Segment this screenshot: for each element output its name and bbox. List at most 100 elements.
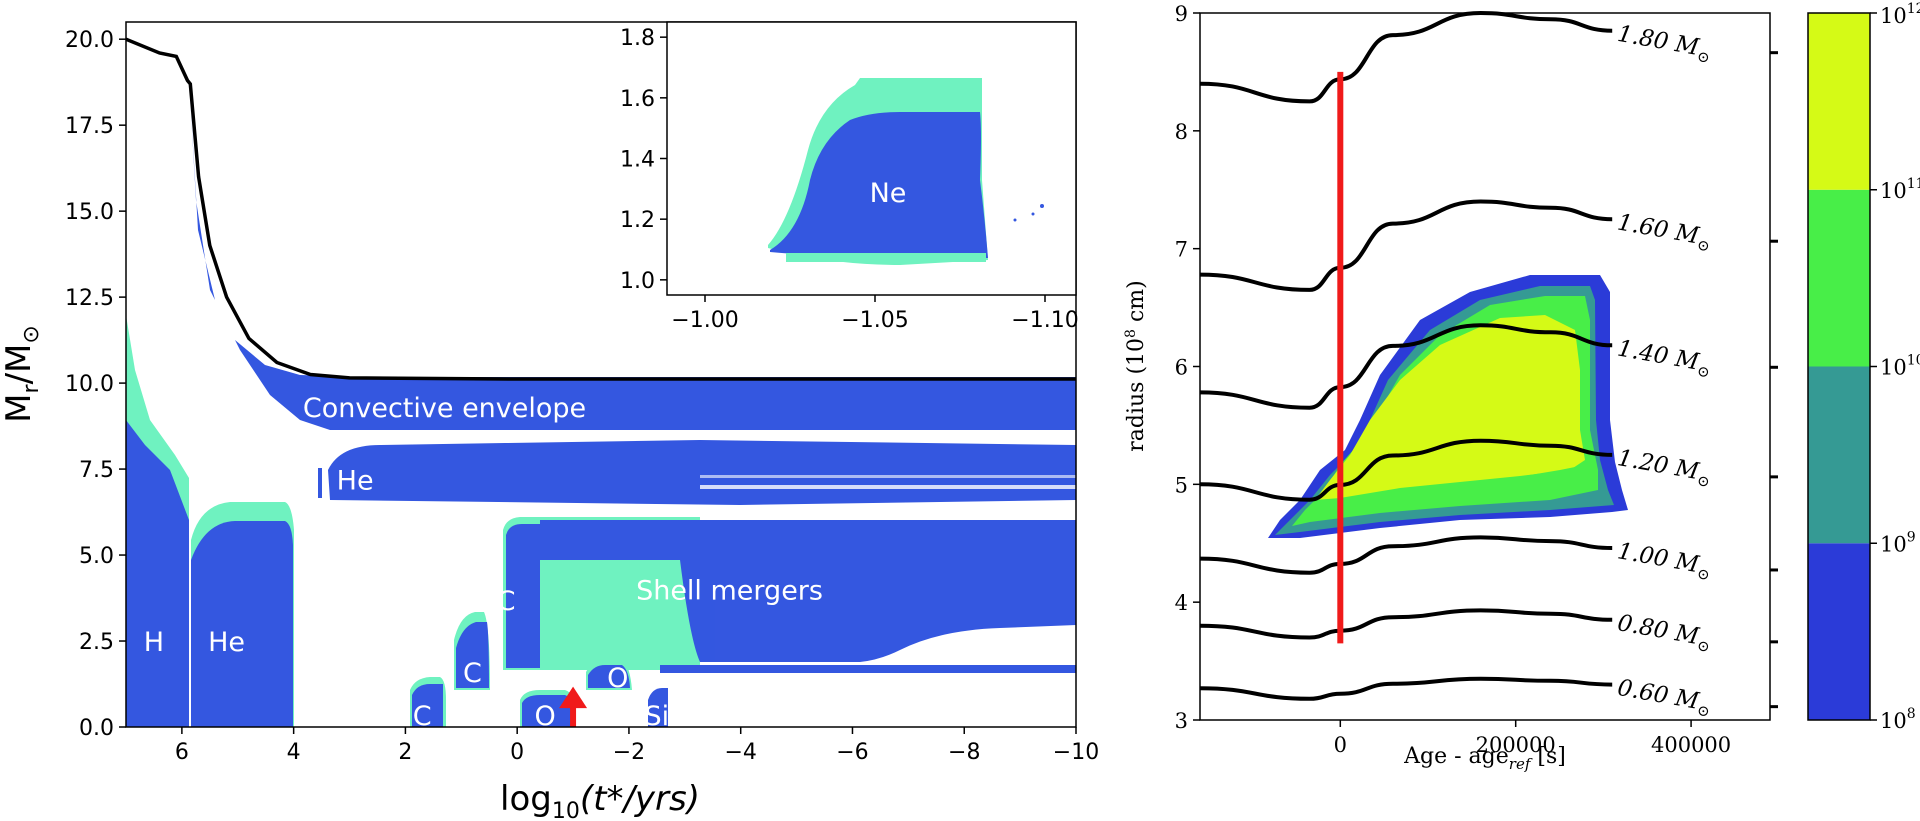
left-y-ticks: 0.0 2.5 5.0 7.5 10.0 12.5 15.0 17.5 20.0 — [65, 28, 126, 741]
region-label: C — [497, 586, 516, 617]
mass-coordinate-curve — [1199, 199, 1613, 292]
mass-coordinate-label: 1.00 M⊙ — [1615, 538, 1713, 584]
left-x-tick-label: 6 — [175, 740, 189, 765]
mass-coordinate-label: 1.20 M⊙ — [1615, 445, 1713, 491]
mass-value: 0.80 — [1615, 610, 1677, 646]
convective-envelope-region — [189, 78, 1076, 430]
he-shell-region — [328, 440, 1076, 505]
left-x-tick-label: 4 — [287, 740, 301, 765]
colorbar-base: 10 — [1880, 356, 1907, 380]
right-ylabel-main: radius (10 — [1124, 338, 1149, 452]
right-y-tick-label: 6 — [1175, 356, 1188, 380]
left-xlabel-prefix: log — [500, 779, 552, 819]
mass-value: 1.00 — [1615, 538, 1677, 574]
region-label: Si — [645, 701, 670, 732]
mass-coordinate-curve — [1199, 10, 1613, 104]
he-core-region — [191, 521, 293, 727]
c-shell-region — [506, 524, 540, 668]
inset-speck — [1013, 218, 1017, 222]
right-x-tick-label: 200000 — [1476, 733, 1556, 757]
right-xlabel-unit: [s] — [1530, 744, 1565, 769]
left-y-tick-label: 5.0 — [79, 544, 114, 569]
region-label: H — [144, 627, 164, 658]
mass-unit-sub: ⊙ — [1696, 362, 1712, 382]
colorbar-tick-label: 109 — [1880, 529, 1916, 556]
left-x-ticks: 6 4 2 0 −2 −4 −6 −8 −10 — [175, 727, 1099, 765]
inset-lower-band — [786, 253, 986, 262]
colorbar-segment — [1808, 189, 1870, 367]
mass-unit-sub: ⊙ — [1696, 47, 1712, 67]
region-label: O — [607, 663, 628, 694]
right-xlabel-main: Age - age — [1403, 744, 1509, 769]
si-shell-region — [648, 688, 668, 727]
right-ylabel-unit: cm) — [1124, 280, 1149, 329]
region-label: C — [463, 658, 482, 689]
right-x-tick-label: 0 — [1334, 733, 1347, 757]
colorbar-exponent: 12 — [1907, 1, 1920, 17]
c-shell-mid-region — [456, 622, 489, 688]
right-ylabel-sup: 8 — [1123, 329, 1139, 338]
inset-x-ticks: −1.00 −1.05 −1.10 — [671, 295, 1079, 333]
mass-unit-sub: ⊙ — [1696, 564, 1712, 584]
inset-y-tick-label: 1.0 — [620, 269, 655, 294]
left-y-tick-label: 15.0 — [65, 200, 114, 225]
mass-coordinate-label: 0.80 M⊙ — [1615, 610, 1713, 656]
left-y-tick-label: 20.0 — [65, 28, 114, 53]
right-panel: 1.80 M⊙ 1.60 M⊙ 1.40 M⊙ 1.20 M⊙ 1.00 M⊙ 0.80 … — [1123, 1, 1920, 773]
region-label: He — [337, 465, 374, 496]
right-y-tick-label: 8 — [1175, 120, 1188, 144]
right-y-tick-label: 3 — [1175, 709, 1188, 733]
left-y-tick-label: 7.5 — [79, 458, 114, 483]
colorbar-tick-label: 1012 — [1880, 1, 1920, 28]
mass-value: 1.40 — [1615, 336, 1677, 372]
inset-x-tick-label: −1.10 — [1011, 308, 1078, 333]
mass-coordinate-label: 1.60 M⊙ — [1615, 210, 1713, 256]
mass-coordinate-curve — [1199, 535, 1613, 575]
left-y-tick-label: 2.5 — [79, 630, 114, 655]
colorbar-exponent: 9 — [1907, 529, 1916, 545]
right-x-ticks: 0 200000 400000 — [1334, 720, 1731, 757]
left-panel: 6 4 2 0 −2 −4 −6 −8 −10 0.0 2.5 5.0 7.5 10.0 12.5 15.0… — [0, 21, 1099, 821]
left-ylabel-main: M — [0, 393, 39, 422]
inset-speck — [1031, 212, 1035, 216]
right-y-tick-label: 9 — [1175, 2, 1188, 26]
inset-ne-region — [770, 112, 988, 258]
h-core-region — [126, 420, 189, 727]
red-arrow-marker — [559, 686, 588, 727]
inset-speck — [1040, 204, 1044, 208]
right-x-tick-label: 400000 — [1651, 733, 1731, 757]
inset-region-label: Ne — [870, 178, 907, 209]
left-axes-frame — [125, 21, 1077, 728]
inset-y-tick-label: 1.4 — [620, 148, 655, 173]
mass-unit-sub: ⊙ — [1696, 236, 1712, 256]
o-shell-upper-region — [588, 665, 630, 688]
convective-regions — [126, 78, 1076, 727]
mass-coordinate-curve — [1199, 438, 1613, 502]
colorbar-tick-label: 108 — [1880, 706, 1916, 733]
right-y-ticks: 3 4 5 6 7 8 9 — [1175, 2, 1200, 733]
region-label: C — [413, 701, 432, 732]
left-ylabel-sub1: r — [19, 383, 44, 393]
o-shell-region — [522, 695, 573, 727]
left-y-tick-label: 12.5 — [65, 286, 114, 311]
colorbar-base: 10 — [1880, 532, 1907, 556]
colorbar-tick-label: 1010 — [1880, 353, 1920, 380]
left-x-tick-label: −6 — [836, 740, 868, 765]
region-label: He — [208, 627, 245, 658]
left-x-tick-label: −2 — [613, 740, 645, 765]
mass-coordinate-curve — [1199, 608, 1613, 640]
colorbar-exponent: 11 — [1907, 176, 1920, 192]
inset-x-tick-label: −1.05 — [841, 308, 908, 333]
mass-unit-sub: ⊙ — [1696, 636, 1712, 656]
colorbar-exponent: 10 — [1907, 353, 1920, 369]
colorbar: 108109101010111012 — [1807, 1, 1920, 733]
region-label: Shell mergers — [636, 575, 823, 606]
left-y-tick-label: 10.0 — [65, 372, 114, 397]
colorbar-segment — [1808, 543, 1870, 720]
mass-value: 0.60 — [1615, 675, 1677, 711]
he-shell-band — [700, 475, 1076, 478]
left-y-tick-label: 0.0 — [79, 716, 114, 741]
he-shell-band — [700, 485, 1076, 489]
left-ylabel-sub2: ⊙ — [19, 325, 44, 343]
